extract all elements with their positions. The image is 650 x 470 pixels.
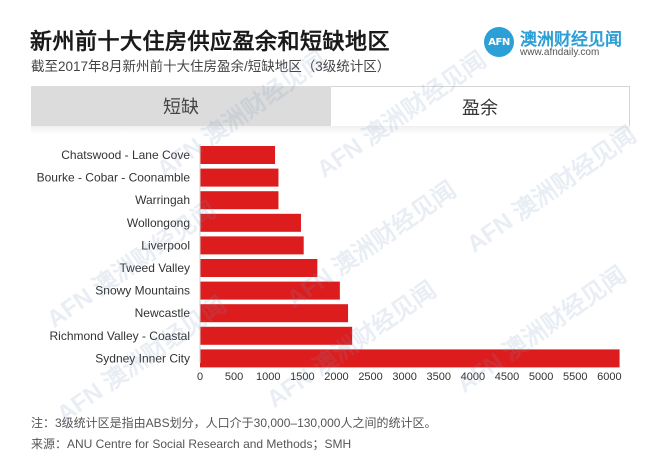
category-label: Chatswood - Lane Cove	[61, 148, 190, 162]
bar-8	[200, 326, 353, 345]
bar-6	[200, 281, 340, 300]
bar-5	[200, 259, 318, 277]
x-tick-label: 0	[197, 371, 203, 383]
chart-subtitle: 截至2017年8月新州前十大住房盈余/短缺地区（3级统计区）	[31, 59, 391, 74]
x-tick-label: 2500	[358, 371, 382, 383]
category-label: Tweed Valley	[120, 261, 190, 275]
x-tick-label: 5000	[529, 371, 553, 383]
afn-logo: AFN 澳洲财经见闻 www.afndaily.com	[484, 25, 624, 61]
category-label: Wollongong	[127, 216, 190, 230]
x-tick-label: 3500	[427, 371, 451, 383]
x-tick-label: 500	[225, 371, 243, 383]
tab-shortage[interactable]: 短缺	[31, 86, 331, 126]
chart-title: 新州前十大住房供应盈余和短缺地区	[30, 29, 391, 54]
bar-7	[200, 304, 349, 323]
bar-3	[200, 213, 301, 232]
x-tick-label: 2000	[324, 371, 348, 383]
logo-url: www.afndaily.com	[520, 47, 600, 58]
category-label: Liverpool	[141, 238, 190, 252]
category-label: Warringah	[135, 193, 190, 207]
x-tick-label: 3000	[392, 371, 416, 383]
x-tick-label: 5500	[563, 371, 587, 383]
x-tick-label: 4500	[495, 371, 519, 383]
x-tick-label: 4000	[461, 371, 485, 383]
source-line: 来源：ANU Centre for Social Research and Me…	[31, 437, 352, 451]
x-tick-label: 1500	[290, 371, 314, 383]
category-label: Snowy Mountains	[95, 284, 190, 298]
category-label: Sydney Inner City	[95, 351, 190, 365]
bar-0	[200, 146, 276, 164]
tab-shadow	[31, 126, 630, 134]
tab-surplus[interactable]: 盈余	[331, 86, 630, 126]
bar-1	[200, 168, 279, 187]
bar-9	[200, 349, 620, 368]
logo-name: 澳洲财经见闻	[520, 30, 622, 49]
category-label: Bourke - Cobar - Coonamble	[37, 171, 191, 185]
x-tick-label: 6000	[597, 371, 621, 383]
afn-logo-icon: AFN	[484, 27, 514, 57]
tab-bar: 短缺 盈余	[31, 86, 630, 126]
bar-2	[200, 191, 279, 210]
footnote: 注：3级统计区是指由ABS划分，人口介于30,000–130,000人之间的统计…	[31, 416, 437, 430]
x-tick-label: 1000	[256, 371, 280, 383]
category-label: Newcastle	[135, 306, 191, 320]
category-label: Richmond Valley - Coastal	[49, 329, 190, 343]
bar-4	[200, 236, 304, 255]
